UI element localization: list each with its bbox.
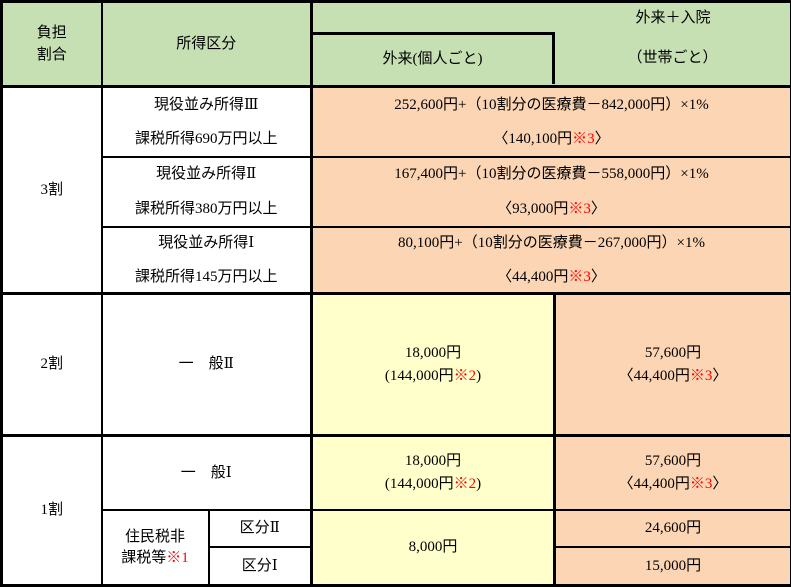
limit-cap: 〈140,100円※3〉 xyxy=(313,129,790,149)
burden-cell-3wari: 3割 xyxy=(2,87,102,294)
combined-cell-general-1: 57,600円 〈44,400円※3〉 xyxy=(555,436,791,510)
combined-header-line1: 外来＋入院 xyxy=(556,4,790,32)
outpatient-cell-general-2: 18,000円 (144,000円※2) xyxy=(312,294,555,436)
note-2-ref: ※2 xyxy=(454,476,477,492)
burden-ratio-header-line2: 割合 xyxy=(3,45,101,65)
combined-amount: 57,600円 xyxy=(556,343,790,363)
limit-cell-active-3: 252,600円+（10割分の医療費－842,000円）×1% 〈140,100… xyxy=(312,87,791,157)
outpatient-amount: 18,000円 xyxy=(313,451,553,471)
combined-cap: 〈44,400円※3〉 xyxy=(556,474,790,494)
outpatient-annual-cap: (144,000円※2) xyxy=(313,366,553,386)
note-3-ref: ※3 xyxy=(690,476,713,492)
income-threshold: 課税所得690万円以上 xyxy=(103,129,311,149)
treatment-type-header-layout: 外来＋入院 外来(個人ごと) （世帯ごと） xyxy=(313,4,790,84)
burden-ratio-header: 負担 割合 xyxy=(2,2,102,87)
combined-cell-kubun1: 15,000円 xyxy=(555,547,791,586)
limit-formula: 252,600円+（10割分の医療費－842,000円）×1% xyxy=(313,95,790,115)
tax-exempt-line2: 課税等※1 xyxy=(103,548,208,568)
outpatient-cell-exempt: 8,000円 xyxy=(312,510,555,586)
income-cell-general-2: 一 般Ⅱ xyxy=(102,294,312,436)
income-name: 現役並み所得Ⅱ xyxy=(103,164,311,184)
outpatient-header: 外来(個人ごと) xyxy=(313,32,555,84)
treatment-type-header: 外来＋入院 外来(個人ごと) （世帯ごと） xyxy=(312,2,791,87)
income-threshold: 課税所得380万円以上 xyxy=(103,199,311,219)
row-active-income-1: 現役並み所得Ⅰ 課税所得145万円以上 80,100円+（10割分の医療費－26… xyxy=(2,227,791,294)
combined-amount: 57,600円 xyxy=(556,451,790,471)
income-cell-active-2: 現役並み所得Ⅱ 課税所得380万円以上 xyxy=(102,157,312,227)
income-cell-tax-exempt: 住民税非 課税等※1 xyxy=(102,510,209,586)
limit-cell-active-2: 167,400円+（10割分の医療費－558,000円）×1% 〈93,000円… xyxy=(312,157,791,227)
income-cell-active-3: 現役並み所得Ⅲ 課税所得690万円以上 xyxy=(102,87,312,157)
limit-formula: 167,400円+（10割分の医療費－558,000円）×1% xyxy=(313,164,790,184)
limit-cap: 〈93,000円※3〉 xyxy=(313,199,790,219)
row-general-2: 2割 一 般Ⅱ 18,000円 (144,000円※2) 57,600円 〈44… xyxy=(2,294,791,436)
combined-cell-kubun2: 24,600円 xyxy=(555,510,791,547)
combined-cap: 〈44,400円※3〉 xyxy=(556,366,790,386)
row-active-income-2: 現役並み所得Ⅱ 課税所得380万円以上 167,400円+（10割分の医療費－5… xyxy=(2,157,791,227)
outpatient-annual-cap: (144,000円※2) xyxy=(313,474,553,494)
limit-cap: 〈44,400円※3〉 xyxy=(313,267,790,287)
outpatient-cell-general-1: 18,000円 (144,000円※2) xyxy=(312,436,555,510)
income-name: 現役並み所得Ⅰ xyxy=(103,233,311,253)
outpatient-amount: 18,000円 xyxy=(313,343,553,363)
combined-header-line2: （世帯ごと） xyxy=(555,32,790,84)
burden-ratio-header-line1: 負担 xyxy=(3,23,101,43)
note-3-ref: ※3 xyxy=(568,201,591,217)
kubun2-label-cell: 区分Ⅱ xyxy=(209,510,312,547)
row-active-income-3: 3割 現役並み所得Ⅲ 課税所得690万円以上 252,600円+（10割分の医療… xyxy=(2,87,791,157)
income-category-header: 所得区分 xyxy=(102,2,312,87)
row-general-1: 1割 一 般Ⅰ 18,000円 (144,000円※2) 57,600円 〈44… xyxy=(2,436,791,510)
note-2-ref: ※2 xyxy=(454,368,477,384)
burden-cell-2wari: 2割 xyxy=(2,294,102,436)
income-threshold: 課税所得145万円以上 xyxy=(103,267,311,287)
income-cell-general-1: 一 般Ⅰ xyxy=(102,436,312,510)
note-3-ref: ※3 xyxy=(572,131,595,147)
burden-cell-1wari: 1割 xyxy=(2,436,102,586)
note-3-ref: ※3 xyxy=(568,269,591,285)
note-1-ref: ※1 xyxy=(166,550,189,566)
kubun1-label-cell: 区分Ⅰ xyxy=(209,547,312,586)
header-row: 負担 割合 所得区分 外来＋入院 外来(個人ごと) （世帯ごと） xyxy=(2,2,791,87)
income-cell-active-1: 現役並み所得Ⅰ 課税所得145万円以上 xyxy=(102,227,312,294)
note-3-ref: ※3 xyxy=(690,368,713,384)
tax-exempt-line1: 住民税非 xyxy=(103,527,208,547)
limit-formula: 80,100円+（10割分の医療費－267,000円）×1% xyxy=(313,233,790,253)
row-exempt-kubun2: 住民税非 課税等※1 区分Ⅱ 8,000円 24,600円 xyxy=(2,510,791,547)
limit-cell-active-1: 80,100円+（10割分の医療費－267,000円）×1% 〈44,400円※… xyxy=(312,227,791,294)
combined-cell-general-2: 57,600円 〈44,400円※3〉 xyxy=(555,294,791,436)
income-name: 現役並み所得Ⅲ xyxy=(103,95,311,115)
